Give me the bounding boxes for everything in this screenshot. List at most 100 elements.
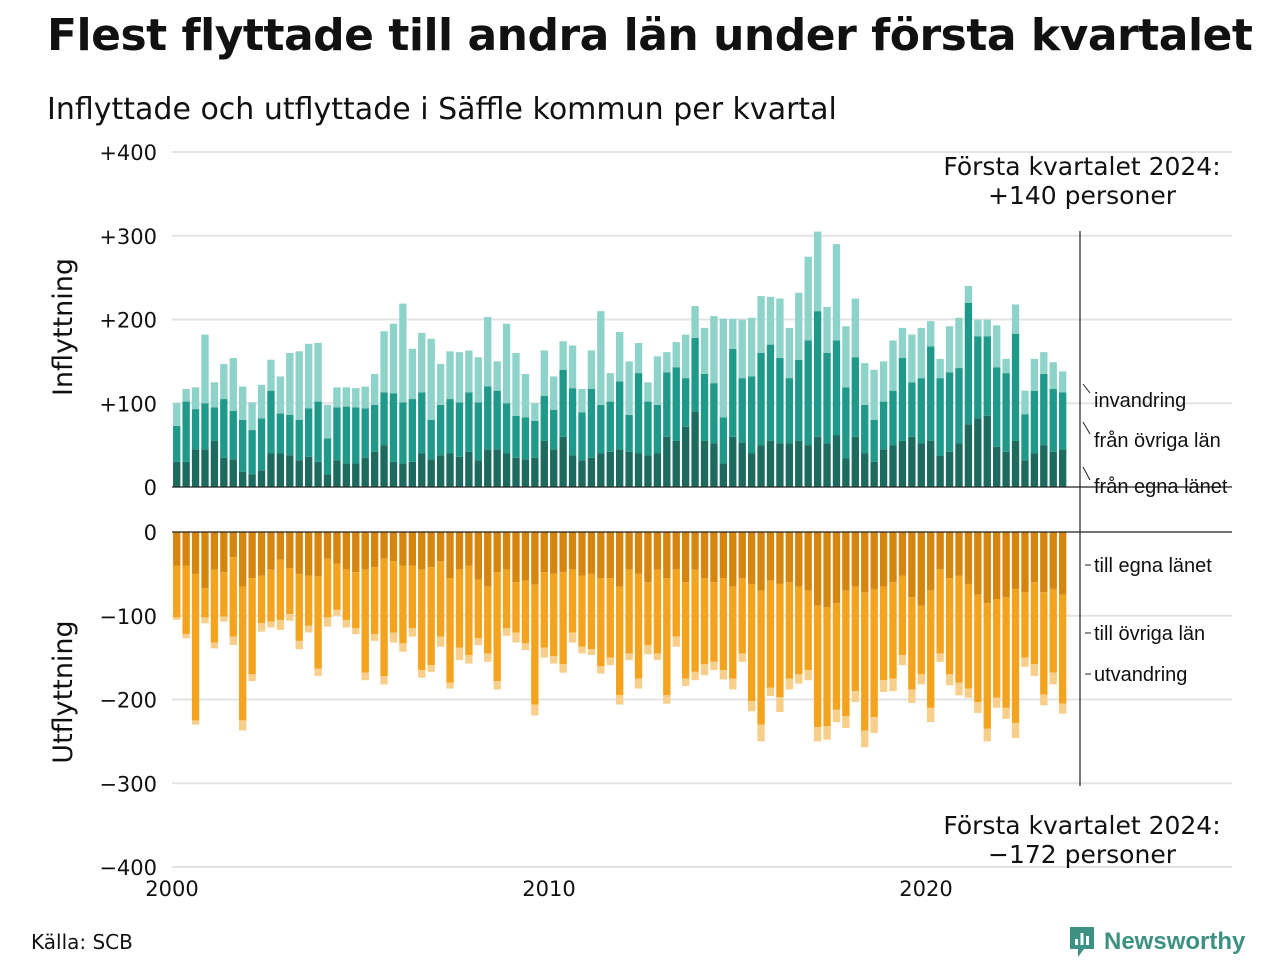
bar-out-segment [785, 678, 794, 690]
bar-in-segment [295, 420, 303, 461]
bar-in-segment [1040, 352, 1048, 374]
bar-in-segment [323, 404, 332, 439]
bar-in-segment [719, 318, 728, 418]
bar-out-segment [625, 569, 633, 654]
bar-out-segment [1030, 582, 1039, 665]
bar-out-segment [861, 592, 869, 731]
bar-out-segment [182, 634, 190, 639]
bar-out-segment [766, 580, 775, 688]
bar-out-segment [597, 578, 605, 666]
bar-out-segment [314, 668, 322, 677]
bar-in-segment [945, 451, 954, 487]
bar-in-segment [672, 342, 680, 368]
segment-label-top: från egna länet [1094, 476, 1228, 498]
bar-in-segment [182, 401, 190, 462]
bar-out-segment [672, 636, 680, 647]
bar-out-segment [465, 532, 473, 566]
bar-out-segment [267, 569, 275, 622]
bar-in-segment [1040, 445, 1048, 488]
bar-out-segment [502, 628, 511, 636]
bar-out-segment [917, 605, 925, 675]
bar-out-segment [813, 532, 822, 606]
bar-out-segment [908, 532, 916, 598]
bar-in-segment [342, 463, 351, 487]
bar-out-segment [908, 689, 916, 703]
bar-out-segment [700, 664, 709, 676]
annotation-top-line2: +140 personer [988, 181, 1177, 210]
bar-out-segment [493, 681, 501, 690]
bar-in-segment [559, 369, 567, 437]
bar-out-segment [851, 532, 859, 587]
bar-in-segment [276, 376, 285, 414]
bar-in-segment [578, 389, 586, 413]
chart-subtitle: Inflyttade och utflyttade i Säffle kommu… [47, 92, 837, 127]
bar-in-segment [653, 356, 662, 405]
bar-out-segment [861, 532, 869, 593]
bar-in-segment [955, 368, 963, 444]
bar-out-segment [474, 532, 482, 580]
bar-in-segment [389, 393, 398, 462]
bar-in-segment [861, 453, 869, 487]
bar-in-segment [672, 440, 680, 487]
bar-out-segment [342, 569, 351, 620]
bar-out-segment [1049, 672, 1057, 685]
bar-in-segment [879, 361, 888, 402]
bar-out-segment [1011, 588, 1020, 723]
bar-out-segment [889, 678, 897, 692]
bar-out-segment [484, 653, 492, 662]
bar-out-segment [795, 532, 803, 587]
bar-in-segment [606, 401, 614, 452]
bar-out-segment [276, 532, 285, 560]
bar-out-segment [653, 532, 662, 570]
bar-in-segment [606, 451, 614, 487]
bar-in-segment [681, 334, 690, 379]
bar-out-segment [889, 532, 897, 583]
bar-out-segment [955, 532, 963, 576]
bar-in-segment [267, 453, 275, 487]
bar-out-segment [719, 532, 728, 579]
bar-out-segment [210, 569, 219, 643]
bar-in-segment [370, 373, 379, 405]
bar-in-segment [474, 357, 482, 403]
bar-in-segment [927, 440, 935, 487]
bar-out-segment [484, 586, 492, 654]
bar-in-segment [870, 369, 878, 420]
bar-in-segment [681, 426, 690, 487]
bar-out-segment [663, 578, 671, 696]
bar-out-segment [521, 643, 530, 651]
bar-in-segment [993, 367, 1001, 447]
y-tick-label-bottom: −400 [99, 856, 157, 880]
bar-in-segment [776, 298, 784, 359]
bar-out-segment [597, 666, 605, 674]
bar-in-segment [993, 325, 1001, 368]
bar-out-segment [719, 578, 728, 671]
bar-out-segment [370, 567, 379, 635]
bar-out-segment [1011, 722, 1020, 739]
bar-in-segment [766, 296, 775, 345]
bar-in-segment [757, 353, 765, 446]
bar-in-segment [173, 425, 181, 462]
bar-in-segment [908, 334, 916, 383]
bar-out-segment [465, 655, 473, 664]
bar-out-segment [945, 674, 954, 686]
bar-out-segment [220, 616, 228, 622]
y-tick-label-bottom: −200 [99, 689, 157, 713]
bar-in-segment [267, 359, 275, 391]
bar-out-segment [304, 625, 313, 633]
bar-out-segment [813, 605, 822, 728]
bar-out-segment [823, 532, 831, 608]
bar-in-segment [361, 457, 369, 487]
bar-out-segment [795, 586, 803, 675]
bar-out-segment [408, 532, 417, 566]
bar-in-segment [276, 413, 285, 454]
bar-in-segment [314, 401, 322, 462]
bar-out-segment [898, 575, 907, 656]
bar-out-segment [191, 532, 200, 574]
y-tick-label-bottom: −300 [99, 772, 157, 796]
bar-out-segment [323, 532, 332, 559]
bar-in-segment [964, 286, 973, 303]
bar-out-segment [1040, 592, 1048, 695]
bar-in-segment [540, 350, 548, 396]
bar-in-segment [587, 389, 596, 458]
bar-out-segment [644, 532, 652, 583]
